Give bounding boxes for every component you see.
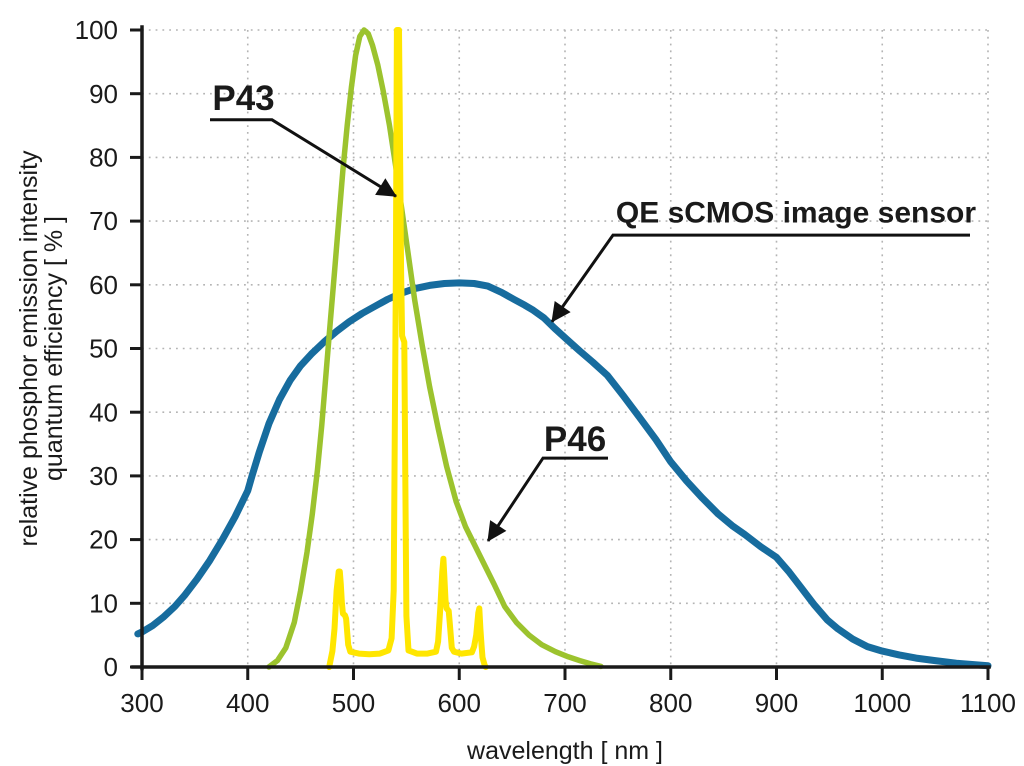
x-tick-label-700: 700 [543, 688, 586, 718]
y-tick-label-50: 50 [89, 334, 118, 364]
curve-p43 [326, 27, 489, 670]
axis-labels: wavelength [ nm ] relative phosphor emiss… [15, 150, 663, 765]
curve-p46 [266, 27, 604, 670]
axes [130, 25, 991, 680]
annotation-p46-arrow [486, 456, 608, 542]
gridlines [142, 29, 989, 667]
y-tick-label-0: 0 [104, 652, 118, 682]
x-tick-label-600: 600 [438, 688, 481, 718]
annotation-p46-label: P46 [544, 420, 606, 459]
x-tick-label-400: 400 [226, 688, 269, 718]
y-tick-label-20: 20 [89, 525, 118, 555]
annotation-qe-scmos-label: QE sCMOS image sensor [616, 197, 976, 230]
y-tick-label-30: 30 [89, 461, 118, 491]
y-tick-label-70: 70 [89, 206, 118, 236]
data-curves [134, 27, 992, 670]
curve-qe-scmos [134, 279, 992, 670]
y-tick-label-90: 90 [89, 79, 118, 109]
x-tick-label-900: 900 [755, 688, 798, 718]
y-tick-label-10: 10 [89, 588, 118, 618]
y-tick-label-80: 80 [89, 143, 118, 173]
x-tick-label-500: 500 [332, 688, 375, 718]
y-tick-label-60: 60 [89, 270, 118, 300]
x-tick-label-800: 800 [649, 688, 692, 718]
annotation-p43-arrow [210, 118, 397, 198]
annotation-qe-scmos-arrow [550, 233, 970, 323]
annotations: P43 QE sCMOS image sensor P46 [210, 79, 976, 542]
x-tick-label-1000: 1000 [853, 688, 911, 718]
x-tick-label-300: 300 [120, 688, 163, 718]
annotation-p43-label: P43 [212, 79, 274, 118]
tick-labels: 0 10 20 30 40 50 60 70 80 90 100 300 400 500 600 700 800… [75, 15, 1016, 718]
x-axis-title: wavelength [ nm ] [466, 737, 663, 765]
y-tick-label-40: 40 [89, 397, 118, 427]
y-axis-title-line-2: quantum efficiency [ % ] [40, 216, 68, 481]
x-tick-label-1100: 1100 [960, 688, 1016, 718]
y-axis-title-line-1: relative phosphor emission intensity [15, 150, 43, 547]
y-tick-label-100: 100 [75, 15, 118, 45]
